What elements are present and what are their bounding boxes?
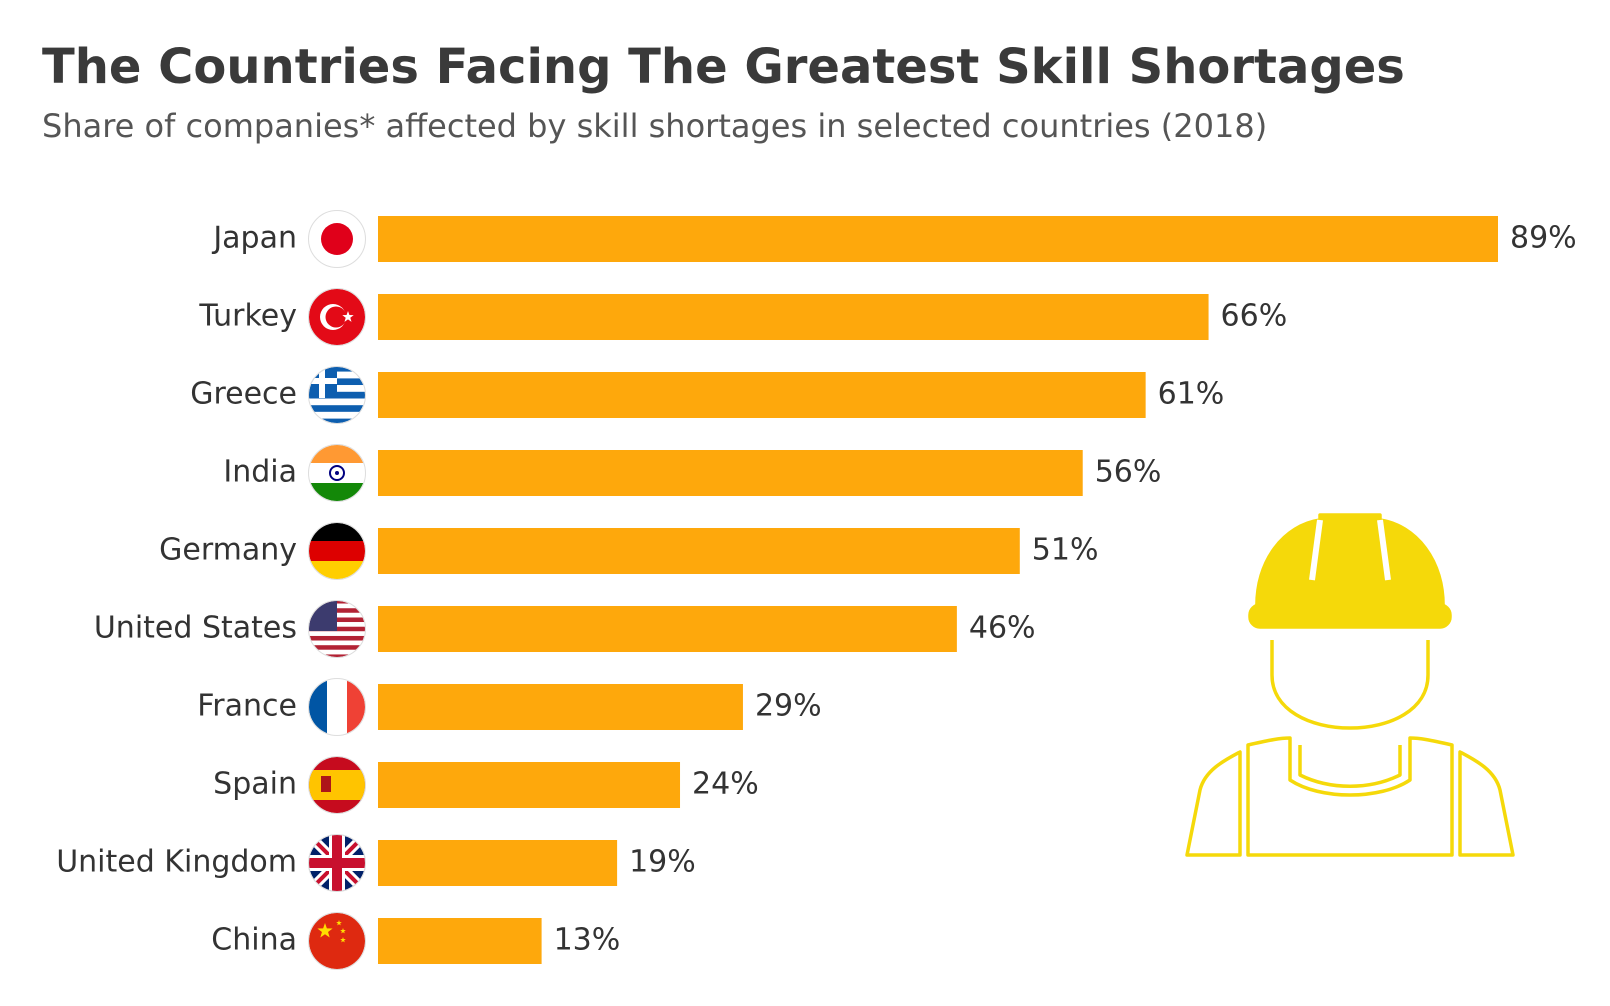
flag-part — [309, 405, 365, 412]
flag-part — [309, 654, 365, 657]
flag-icon — [309, 445, 365, 501]
flag-icon — [309, 289, 365, 345]
flag-part — [309, 398, 365, 406]
flag-part — [309, 561, 365, 579]
flag-icon — [309, 211, 365, 267]
bar — [378, 606, 957, 652]
category-label: India — [223, 455, 297, 490]
flag-part — [309, 649, 365, 655]
flag-icon — [309, 523, 365, 579]
value-label: 29% — [755, 689, 822, 724]
bar — [378, 918, 542, 964]
category-label: Spain — [213, 767, 297, 802]
flag-part — [340, 937, 346, 943]
flag-part — [309, 411, 365, 419]
flag-part — [309, 483, 365, 501]
flag-part — [342, 311, 354, 322]
value-label: 46% — [969, 611, 1036, 646]
flag-border — [308, 522, 366, 580]
flag-part — [336, 920, 342, 926]
chart-subtitle: Share of companies* affected by skill sh… — [42, 107, 1267, 145]
flag-icon — [309, 913, 365, 969]
flag-part — [309, 445, 365, 463]
category-label: Turkey — [198, 299, 297, 334]
category-label: United States — [94, 611, 297, 646]
value-label: 61% — [1158, 377, 1225, 412]
value-label: 56% — [1095, 455, 1162, 490]
category-label: Greece — [190, 377, 297, 412]
flag-part — [321, 776, 331, 792]
flag-icon — [309, 679, 365, 735]
flag-border — [308, 444, 366, 502]
flag-icon — [309, 835, 365, 891]
category-label: United Kingdom — [56, 845, 297, 880]
bar — [378, 450, 1083, 496]
flag-part — [309, 631, 365, 636]
flag-border — [308, 678, 366, 736]
flag-part — [309, 523, 365, 541]
flag-icon — [309, 367, 365, 423]
bar — [378, 528, 1020, 574]
chart-title: The Countries Facing The Greatest Skill … — [42, 39, 1405, 95]
flag-part — [340, 928, 346, 934]
value-label: 89% — [1510, 221, 1577, 256]
flag-border — [308, 600, 366, 658]
flag-part — [321, 223, 353, 255]
flag-part — [347, 679, 365, 735]
flag-part — [309, 635, 365, 641]
flag-part — [332, 835, 342, 891]
flag-part — [329, 465, 345, 481]
flag-part — [327, 679, 347, 735]
value-label: 19% — [629, 845, 696, 880]
flag-part — [319, 367, 325, 398]
bar — [378, 762, 681, 808]
category-label: Japan — [211, 221, 297, 256]
value-label: 51% — [1032, 533, 1099, 568]
worker-icon — [1185, 513, 1515, 857]
flag-part — [309, 770, 365, 800]
category-label: Germany — [159, 533, 297, 568]
flag-icon — [309, 601, 365, 657]
flag-part — [309, 601, 337, 631]
flag-part — [309, 541, 365, 561]
bar — [378, 372, 1146, 418]
flag-part — [335, 471, 339, 475]
flag-part — [309, 418, 365, 423]
value-label: 24% — [692, 767, 759, 802]
value-label: 13% — [554, 923, 621, 958]
category-label: China — [211, 923, 297, 958]
flag-part — [309, 679, 327, 735]
flag-border — [308, 756, 366, 814]
value-label: 66% — [1221, 299, 1288, 334]
flag-part — [309, 645, 365, 650]
flag-part — [325, 306, 347, 328]
flag-border — [308, 288, 366, 346]
bar — [378, 840, 618, 886]
category-label: France — [197, 689, 297, 724]
flag-border — [308, 210, 366, 268]
flag-icon — [309, 757, 365, 813]
flag-border — [308, 834, 366, 892]
bar — [378, 216, 1498, 262]
flag-part — [317, 923, 333, 938]
flag-part — [309, 640, 365, 646]
flag-border — [308, 366, 366, 424]
bar — [378, 684, 743, 730]
bar — [378, 294, 1209, 340]
flag-border — [308, 912, 366, 970]
flag-part — [309, 913, 365, 969]
